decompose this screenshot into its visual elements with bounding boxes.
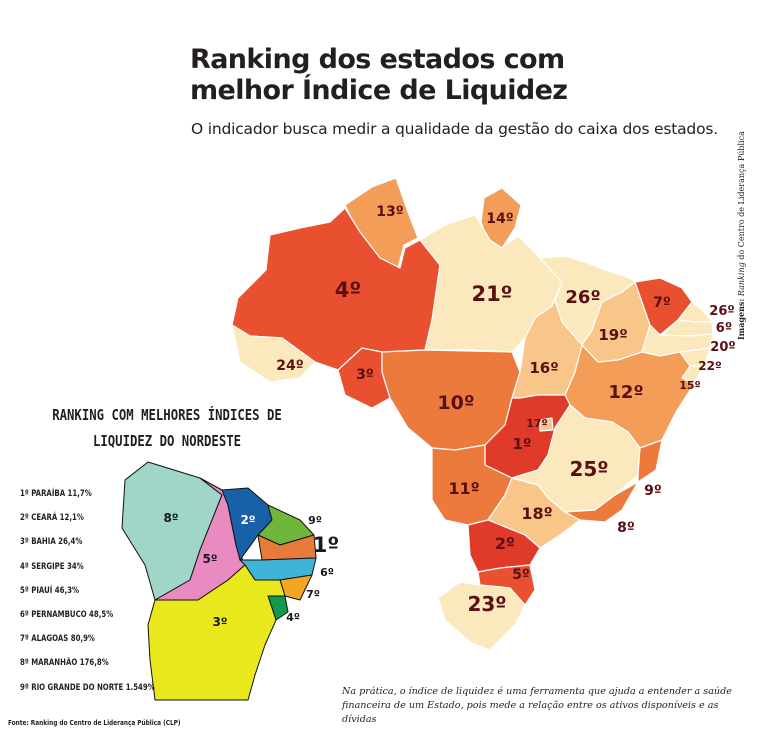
- brazil-map: [231, 177, 714, 651]
- ne-rank-label-ma: 8º: [163, 511, 178, 525]
- ranking-list-item: 2º CEARÁ 12,1%: [20, 513, 84, 524]
- ne-rank-label-ce: 2º: [240, 513, 255, 527]
- state-rank-label-pb: 6º: [716, 321, 732, 336]
- ne-rank-label-pi: 5º: [202, 552, 217, 566]
- state-rank-label-es: 9º: [644, 483, 662, 499]
- state-ac: [231, 324, 316, 383]
- state-rank-label-rn: 26º: [709, 304, 734, 319]
- ne-rank-label-rn: 9º: [308, 514, 322, 527]
- state-rs: [437, 581, 526, 651]
- ranking-list-item: 8º MARANHÃO 176,8%: [20, 658, 109, 669]
- page-title: Ranking dos estados com melhor Índice de…: [190, 44, 568, 106]
- state-rank-label-ba: 12º: [608, 382, 643, 403]
- page-subtitle: O indicador busca medir a qualidade da g…: [191, 120, 718, 138]
- ranking-list-item: 9º RIO GRANDE DO NORTE 1.549%: [20, 682, 155, 693]
- state-rank-label-ma: 26º: [565, 287, 600, 308]
- state-es: [637, 439, 663, 483]
- ranking-list-item: 3º BAHIA 26,4%: [20, 537, 83, 548]
- state-rank-label-se: 15º: [679, 379, 701, 392]
- brazil-rank-labels: 13º 14º 4º 21º 26º 7º 26º 6º 20º 22º 15º 19º 24º 3º 16…: [276, 204, 735, 616]
- state-rank-label-ac: 24º: [276, 358, 303, 374]
- ne-rank-label-se: 4º: [286, 611, 300, 624]
- ne-state-pb: [257, 534, 317, 561]
- state-rj: [564, 481, 639, 523]
- ne-rank-label-pe: 6º: [320, 566, 334, 579]
- ranking-list-item: 6º PERNAMBUCO 48,5%: [20, 609, 114, 620]
- state-rank-label-ap: 14º: [486, 211, 513, 227]
- northeast-title-line-1: RANKING COM MELHORES ÍNDICES DE: [52, 406, 282, 424]
- state-rank-label-sp: 18º: [521, 504, 552, 523]
- title-line-2: melhor Índice de Liquidez: [190, 75, 568, 106]
- state-rank-label-pe: 20º: [710, 340, 735, 355]
- source-note: Fonte: Ranking do Centro de Liderança Pú…: [8, 719, 181, 727]
- state-rank-label-sc: 5º: [512, 567, 530, 583]
- ne-rank-label-ba: 3º: [212, 615, 227, 629]
- caption-note: Na prática, o índice de liquidez é uma f…: [342, 686, 732, 725]
- state-rank-label-ms: 11º: [448, 479, 479, 498]
- state-rank-label-ce: 7º: [653, 295, 671, 311]
- ne-rank-label-al: 7º: [306, 588, 320, 601]
- ranking-list-item: 4º SERGIPE 34%: [20, 561, 84, 572]
- state-rank-label-am: 4º: [335, 278, 361, 302]
- ranking-list-item: 1º PARAÍBA 11,7%: [20, 489, 92, 499]
- ranking-list-item: 5º PIAUÍ 46,3%: [20, 585, 79, 596]
- ne-state-ba: [147, 564, 286, 701]
- state-rank-label-pr: 2º: [495, 534, 515, 553]
- state-rank-label-to: 16º: [529, 359, 558, 377]
- state-rank-label-mt: 10º: [437, 392, 474, 414]
- state-rank-label-pa: 21º: [471, 282, 512, 306]
- state-rank-label-ro: 3º: [356, 367, 374, 383]
- state-rank-label-rj: 8º: [617, 520, 635, 536]
- state-rank-label-df: 17º: [526, 417, 548, 430]
- northeast-title-line-2: LIQUIDEZ DO NORDESTE: [92, 432, 242, 450]
- state-rank-label-rr: 13º: [376, 204, 403, 220]
- state-rank-label-pi: 19º: [598, 326, 627, 344]
- northeast-map: [121, 461, 317, 701]
- state-df: [539, 417, 554, 432]
- ranking-list-item: 7º ALAGOAS 80,9%: [20, 634, 95, 645]
- state-rank-label-mg: 25º: [569, 457, 608, 481]
- ne-rank-label-pb: 1º: [313, 533, 339, 557]
- state-ap: [480, 187, 522, 249]
- northeast-ranking-title: RANKING COM MELHORES ÍNDICES DE LIQUIDEZ…: [42, 402, 293, 454]
- state-rank-label-al: 22º: [698, 359, 722, 373]
- state-rank-label-go: 1º: [513, 435, 532, 453]
- northeast-ranking-list: 1º PARAÍBA 11,7% 2º CEARÁ 12,1% 3º BAHIA 2…: [20, 487, 184, 705]
- title-line-1: Ranking dos estados com: [190, 44, 565, 75]
- state-rank-label-rs: 23º: [467, 592, 506, 616]
